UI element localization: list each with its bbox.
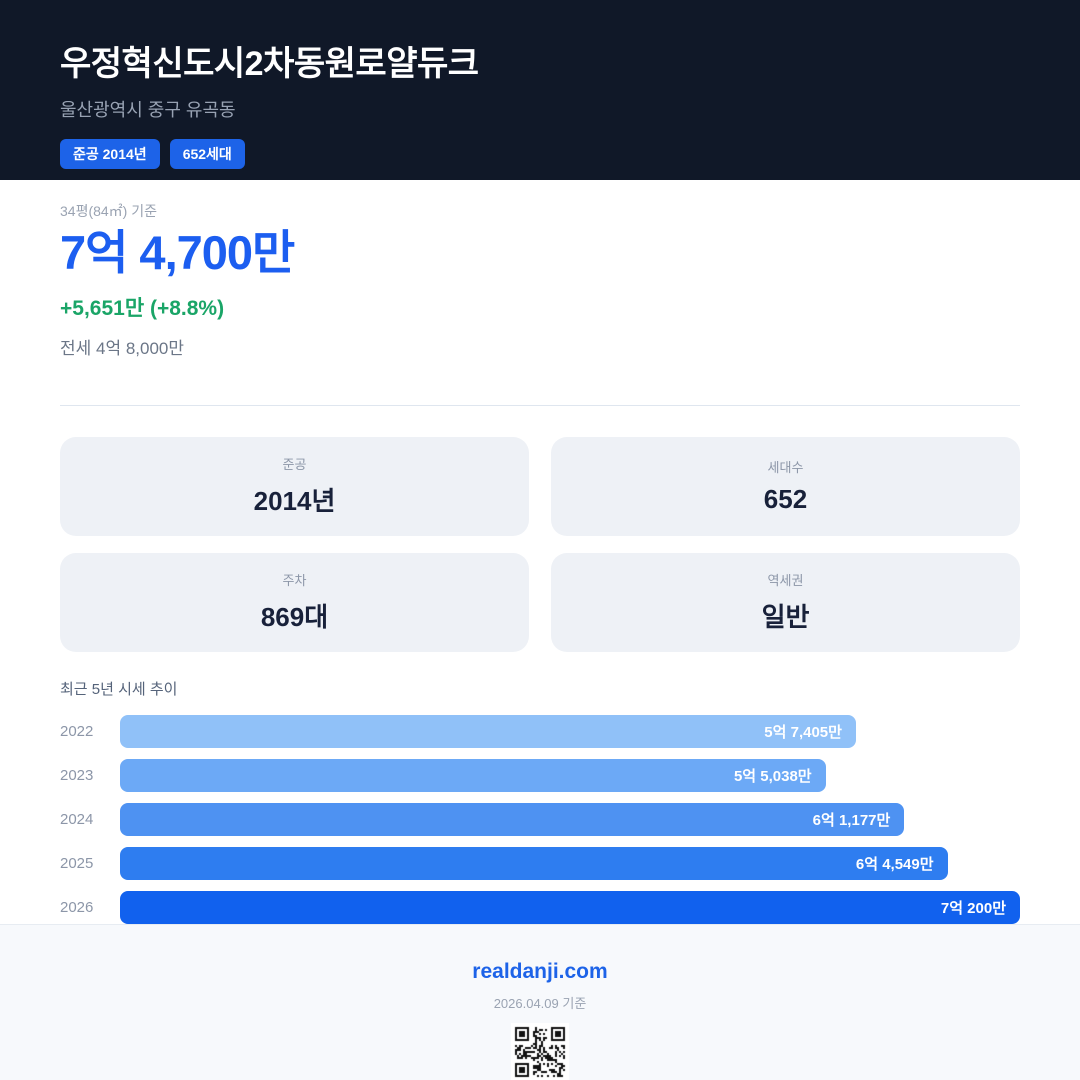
price-bar: 6억 1,177만 (120, 802, 905, 836)
price-bar: 5억 7,405만 (120, 714, 856, 748)
info-card-label: 준공 (282, 457, 307, 473)
price-bar: 6억 4,549만 (120, 846, 948, 880)
bar-track: 5억 7,405만 (120, 714, 1020, 748)
bar-value-label: 7억 200만 (940, 899, 1006, 917)
bar-track: 6억 1,177만 (120, 802, 1020, 836)
chart-bar-row: 2022 5억 7,405만 (60, 714, 1020, 748)
bar-track: 7억 200만 (120, 890, 1020, 924)
main-content: 34평(84㎡) 기준 7억 4,700만 +5,651만 (+8.8%) 전세… (0, 180, 1080, 924)
section-divider (60, 404, 1020, 406)
chart-bar-row: 2025 6억 4,549만 (60, 846, 1020, 880)
info-card-value: 869대 (260, 602, 329, 633)
badge-household-count: 652세대 (169, 139, 245, 169)
info-card-grid: 준공 2014년 세대수 652 주차 869대 역세권 일반 (60, 436, 1020, 652)
bar-track: 5억 5,038만 (120, 758, 1020, 792)
chart-title: 최근 5년 시세 추이 (60, 680, 178, 698)
info-card-parking: 주차 869대 (60, 552, 529, 652)
info-card-households: 세대수 652 (551, 436, 1020, 536)
bar-value-label: 5억 5,038만 (733, 767, 812, 785)
chart-bar-row: 2026 7억 200만 (60, 890, 1020, 924)
badge-completion-year: 준공 2014년 (60, 139, 160, 169)
year-label: 2025 (60, 854, 94, 872)
complex-title: 우정혁신도시2차동원로얄듀크 (60, 45, 479, 83)
reference-date: 2026.04.09 기준 (493, 995, 587, 1011)
current-price: 7억 4,700만 (60, 226, 295, 279)
info-card-label: 세대수 (767, 460, 804, 476)
qr-code-icon (511, 1022, 569, 1080)
info-card-label: 주차 (282, 573, 307, 589)
info-card-value: 652 (763, 484, 808, 515)
price-bar: 7억 200만 (120, 890, 1020, 924)
footer: realdanji.com 2026.04.09 기준 (0, 923, 1080, 1080)
chart-bar-row: 2023 5억 5,038만 (60, 758, 1020, 792)
price-bar: 5억 5,038만 (120, 758, 826, 792)
price-change: +5,651만 (+8.8%) (60, 296, 225, 320)
info-card-label: 역세권 (767, 573, 804, 589)
bar-value-label: 5억 7,405만 (764, 723, 842, 741)
year-label: 2023 (60, 766, 94, 784)
header: 우정혁신도시2차동원로얄듀크 울산광역시 중구 유곡동 준공 2014년 652… (0, 0, 1080, 180)
info-card-station-access: 역세권 일반 (551, 552, 1020, 652)
info-card-value: 일반 (761, 602, 810, 633)
site-name: realdanji.com (472, 959, 608, 983)
bar-value-label: 6억 4,549만 (855, 855, 934, 873)
year-label: 2022 (60, 722, 94, 740)
badge-row: 준공 2014년 652세대 (60, 139, 1020, 169)
year-label: 2026 (60, 898, 94, 916)
price-basis-label: 34평(84㎡) 기준 (60, 203, 157, 219)
info-card-value: 2014년 (253, 486, 336, 517)
info-card-completion: 준공 2014년 (60, 436, 529, 536)
bar-track: 6억 4,549만 (120, 846, 1020, 880)
chart-bar-row: 2024 6억 1,177만 (60, 802, 1020, 836)
bar-value-label: 6억 1,177만 (812, 811, 891, 829)
year-label: 2024 (60, 810, 94, 828)
jeonse-price: 전세 4억 8,000만 (60, 338, 185, 358)
complex-location: 울산광역시 중구 유곡동 (60, 100, 236, 120)
price-trend-chart: 최근 5년 시세 추이 2022 5억 7,405만 2023 5억 5,038… (60, 678, 1020, 924)
